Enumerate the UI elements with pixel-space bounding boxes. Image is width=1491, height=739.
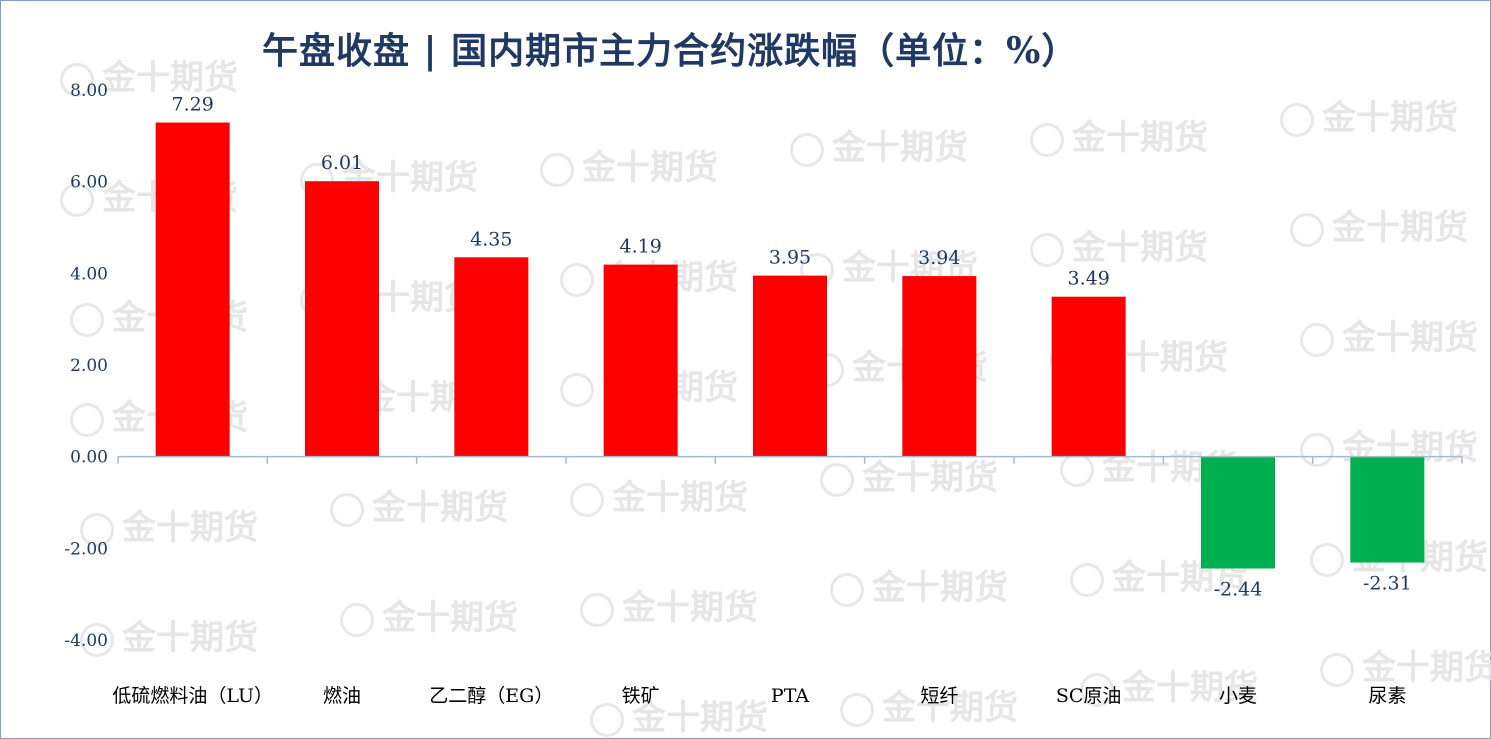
y-axis: 8.00 6.00 4.00 2.00 0.00 -2.00 -4.00 xyxy=(64,81,108,651)
bar xyxy=(753,275,827,457)
x-tick-label: 铁矿 xyxy=(622,685,660,707)
y-tick-label: 4.00 xyxy=(70,264,108,284)
data-label: -2.31 xyxy=(1363,573,1412,595)
data-labels-group: 7.29 6.01 4.35 4.19 3.95 3.94 3.49 -2.44 -2.31 xyxy=(172,94,1412,601)
x-axis xyxy=(117,455,1463,464)
data-label: 4.19 xyxy=(620,236,662,258)
x-tick-label: 短纤 xyxy=(920,685,958,707)
data-label: 4.35 xyxy=(470,228,512,250)
chart-title: 午盘收盘 | 国内期市主力合约涨跌幅（单位：%） xyxy=(262,30,1079,72)
bar xyxy=(1350,456,1425,563)
y-tick-label: 0.00 xyxy=(70,448,108,468)
data-label: 3.95 xyxy=(769,247,811,269)
data-label: 7.29 xyxy=(172,94,214,116)
bar xyxy=(305,181,379,457)
y-tick-label: 6.00 xyxy=(70,173,108,193)
data-label: 6.01 xyxy=(321,152,363,174)
bars-group xyxy=(155,122,1425,569)
data-label: -2.44 xyxy=(1214,579,1263,601)
x-tick-label: 低硫燃料油（LU） xyxy=(112,685,273,707)
x-tick-label: 小麦 xyxy=(1219,685,1257,707)
x-tick-label: 尿素 xyxy=(1368,685,1406,707)
category-labels-group: 低硫燃料油（LU） 燃油 乙二醇（EG） 铁矿 PTA 短纤 SC原油 小麦 尿素 xyxy=(112,685,1406,707)
x-tick-label: PTA xyxy=(771,685,809,707)
bar xyxy=(155,122,230,457)
y-tick-label: 8.00 xyxy=(70,81,108,101)
bar xyxy=(454,257,529,457)
x-tick-label: 乙二醇（EG） xyxy=(429,685,553,707)
bar xyxy=(902,276,977,457)
bar xyxy=(603,264,678,457)
y-tick-label: -4.00 xyxy=(64,631,108,651)
x-tick-label: SC原油 xyxy=(1056,685,1122,707)
y-tick-label: -2.00 xyxy=(64,539,108,559)
y-tick-label: 2.00 xyxy=(70,356,108,376)
bar xyxy=(1051,296,1126,457)
x-tick-label: 燃油 xyxy=(323,685,361,707)
data-label: 3.49 xyxy=(1068,268,1110,290)
bar xyxy=(1201,456,1275,569)
data-label: 3.94 xyxy=(918,247,960,269)
